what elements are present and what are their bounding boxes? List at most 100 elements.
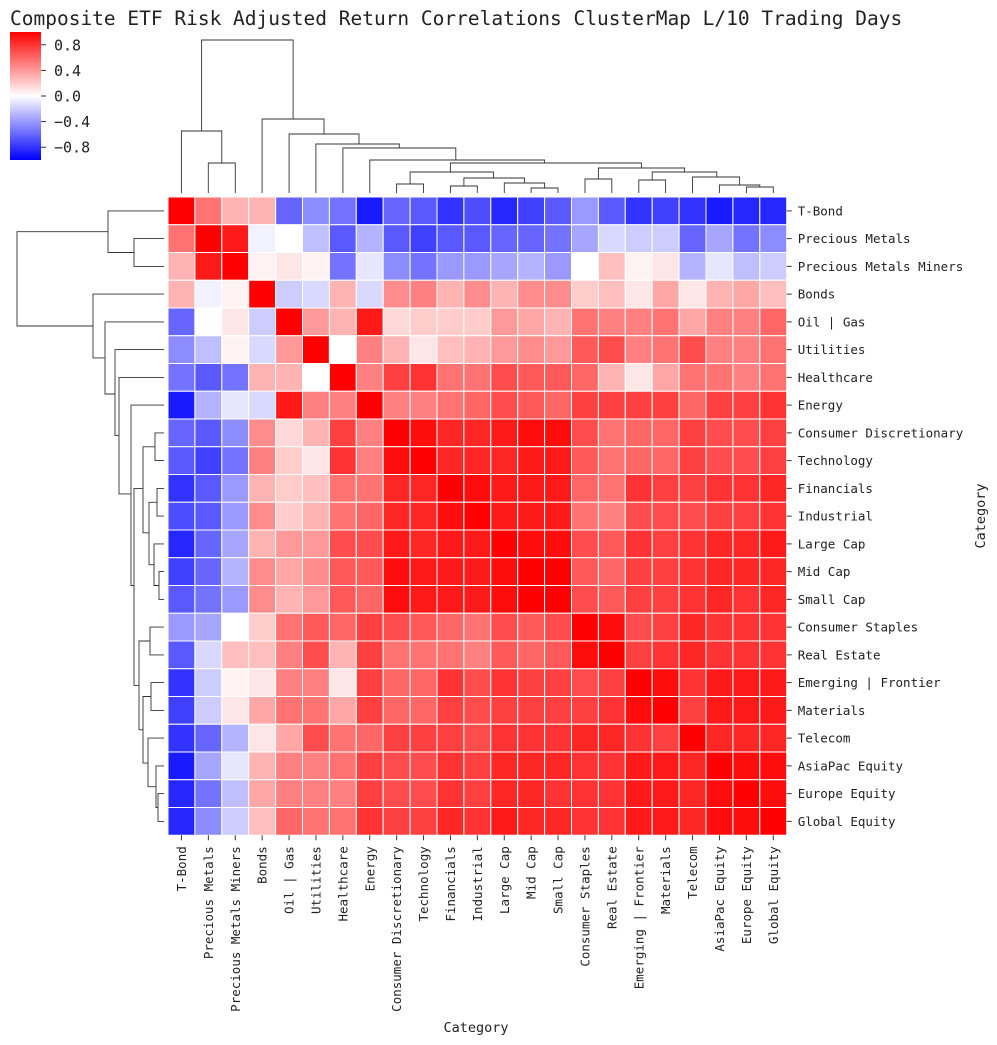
heatmap-cell: [571, 696, 599, 725]
heatmap-cell: [248, 696, 277, 725]
heatmap-cell: [597, 307, 626, 337]
heatmap-cell: [517, 668, 546, 697]
heatmap-cell: [302, 751, 330, 781]
heatmap-cell: [463, 418, 492, 448]
heatmap-cell: [624, 279, 653, 309]
heatmap-cell: [517, 446, 546, 475]
heatmap-cell: [490, 418, 519, 448]
heatmap-cell: [382, 668, 411, 697]
heatmap-cell: [248, 640, 277, 670]
heatmap-cell: [194, 252, 223, 281]
heatmap-cell: [597, 585, 626, 614]
heatmap-cell: [678, 779, 707, 808]
heatmap-cell: [436, 723, 465, 753]
heatmap-cell: [705, 640, 734, 670]
heatmap-cell: [624, 363, 653, 392]
heatmap-cell: [732, 668, 761, 697]
heatmap-cell: [651, 640, 680, 670]
heatmap-cell: [409, 557, 438, 586]
heatmap-cell: [194, 640, 223, 670]
heatmap-cell: [355, 279, 384, 309]
column-dendrogram-link: [638, 179, 667, 193]
heatmap-cell: [544, 418, 572, 448]
heatmap-cell: [705, 723, 734, 753]
heatmap-cell: [517, 751, 546, 781]
heatmap-cell: [248, 529, 277, 559]
heatmap-cell: [463, 474, 492, 503]
heatmap-cell: [517, 612, 546, 642]
column-dendrogram-link: [201, 39, 294, 131]
heatmap-grid: [167, 196, 788, 836]
heatmap-cell: [463, 501, 492, 531]
heatmap-cell: [705, 363, 734, 392]
heatmap-cell: [275, 224, 304, 253]
heatmap-cell: [355, 807, 384, 836]
heatmap-cell: [732, 529, 761, 559]
column-tick-label: Oil | Gas: [282, 846, 297, 914]
heatmap-cell: [597, 335, 626, 364]
heatmap-cell: [571, 585, 599, 614]
heatmap-cell: [436, 474, 465, 503]
heatmap-cell: [221, 668, 250, 697]
column-tick-label: Utilities: [308, 846, 323, 914]
row-tick-label: Industrial: [798, 509, 873, 524]
heatmap-cell: [275, 612, 304, 642]
column-dendrogram: [180, 39, 774, 193]
heatmap-cell: [167, 363, 196, 392]
heatmap-cell: [167, 612, 196, 642]
heatmap-cell: [194, 501, 223, 531]
heatmap-cell: [544, 252, 572, 281]
heatmap-cell: [328, 363, 357, 392]
heatmap-cell: [302, 696, 330, 725]
heatmap-cell: [275, 390, 304, 420]
heatmap-cell: [302, 363, 330, 392]
heatmap-cell: [302, 224, 330, 253]
heatmap-cell: [409, 640, 438, 670]
heatmap-cell: [221, 446, 250, 475]
row-dendrogram-link: [154, 432, 164, 462]
heatmap-cell: [597, 696, 626, 725]
heatmap-cell: [597, 474, 626, 503]
heatmap-cell: [194, 751, 223, 781]
heatmap-cell: [651, 501, 680, 531]
heatmap-cell: [651, 279, 680, 309]
heatmap-cell: [678, 668, 707, 697]
heatmap-cell: [463, 807, 492, 836]
heatmap-cell: [248, 363, 277, 392]
heatmap-cell: [382, 640, 411, 670]
heatmap-cell: [463, 585, 492, 614]
heatmap-cell: [248, 307, 277, 337]
heatmap-cell: [463, 723, 492, 753]
heatmap-cell: [436, 779, 465, 808]
heatmap-cell: [221, 640, 250, 670]
heatmap-cell: [544, 529, 572, 559]
heatmap-cell: [463, 779, 492, 808]
row-tick-label: Precious Metals: [798, 231, 911, 246]
heatmap-cell: [624, 529, 653, 559]
column-tick-label: Consumer Staples: [577, 846, 592, 966]
heatmap-cell: [409, 252, 438, 281]
colorbar-tick-label: −0.8: [54, 139, 90, 157]
heatmap-cell: [544, 612, 572, 642]
heatmap-cell: [651, 557, 680, 586]
y-axis-label: Category: [973, 483, 989, 548]
heatmap-cell: [221, 307, 250, 337]
heatmap-cell: [678, 612, 707, 642]
heatmap-cell: [355, 474, 384, 503]
heatmap-cell: [436, 612, 465, 642]
heatmap-cell: [678, 585, 707, 614]
heatmap-cell: [194, 807, 223, 836]
heatmap-cell: [759, 390, 788, 420]
heatmap-cell: [328, 612, 357, 642]
heatmap-cell: [248, 335, 277, 364]
heatmap-cell: [759, 696, 788, 725]
column-tick-label: Precious Metals: [201, 846, 216, 959]
column-tick-label: Materials: [658, 846, 673, 914]
column-dendrogram-link: [315, 143, 400, 193]
heatmap-cell: [355, 696, 384, 725]
heatmap-cell: [732, 224, 761, 253]
heatmap-cell: [302, 612, 330, 642]
heatmap-cell: [463, 640, 492, 670]
heatmap-cell: [275, 529, 304, 559]
heatmap-cell: [544, 807, 572, 836]
